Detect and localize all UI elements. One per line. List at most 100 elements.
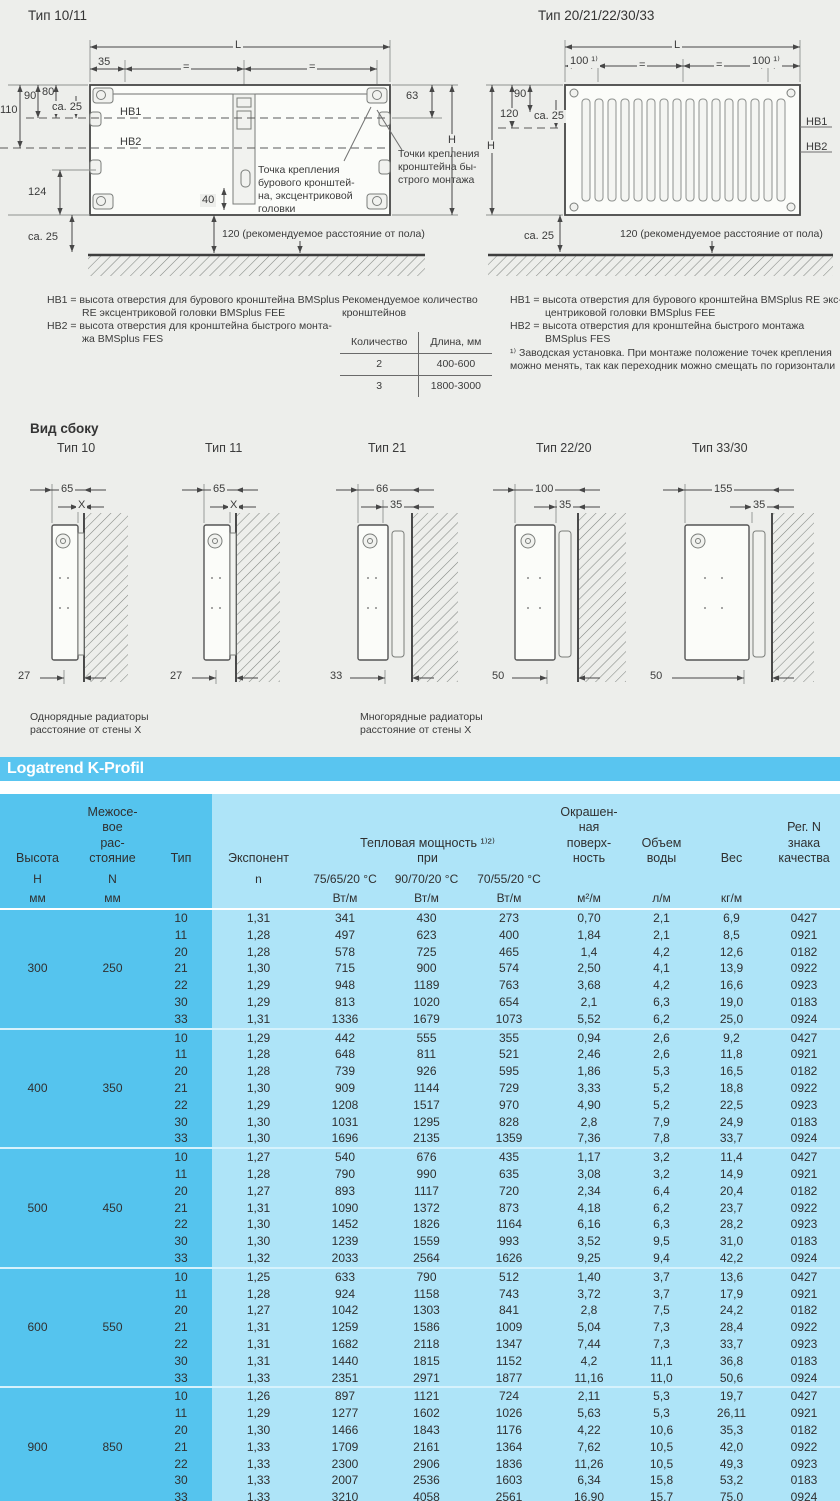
- value-cell: 1208: [305, 1096, 385, 1114]
- type-cell: 20: [150, 1063, 212, 1080]
- value-cell: 1239: [305, 1233, 385, 1250]
- value-cell: 7,3: [628, 1319, 695, 1336]
- dim-label-120-right: 120: [498, 108, 521, 121]
- value-cell: 521: [468, 1046, 550, 1064]
- value-cell: 948: [305, 977, 385, 994]
- value-cell: 4,18: [550, 1199, 628, 1217]
- value-cell: 0924: [768, 1369, 840, 1388]
- value-cell: 2,6: [628, 1027, 695, 1047]
- value-cell: 28,4: [695, 1319, 768, 1336]
- value-cell: 1586: [385, 1319, 468, 1336]
- spec-table: Высота Межосе- вое рас- стояние Тип Эксп…: [0, 794, 840, 1501]
- col-spacing: Межосе- вое рас- стояние: [75, 794, 150, 869]
- value-cell: 0922: [768, 1438, 840, 1456]
- type-cell: 21: [150, 960, 212, 978]
- value-cell: 0182: [768, 1063, 840, 1080]
- type-cell: 20: [150, 1421, 212, 1439]
- value-cell: 23,7: [695, 1199, 768, 1217]
- value-cell: 9,25: [550, 1249, 628, 1268]
- value-cell: 0921: [768, 1285, 840, 1303]
- value-cell: 5,2: [628, 1079, 695, 1097]
- type-cell: 33: [150, 1369, 212, 1388]
- value-cell: 2135: [385, 1130, 468, 1149]
- value-cell: 9,4: [628, 1249, 695, 1268]
- type-cell: 21: [150, 1199, 212, 1217]
- value-cell: 1,28: [212, 1046, 305, 1064]
- spacing-cell: 250: [75, 909, 150, 1029]
- unit-empty: [768, 889, 840, 910]
- type-cell: 11: [150, 1165, 212, 1183]
- table-row: 400 350 10 1,29 442 555 355 0,94 2,6 9,2 0427: [0, 1027, 840, 1149]
- value-cell: 1372: [385, 1199, 468, 1217]
- sym-exponent: n: [212, 869, 305, 889]
- type-cell: 11: [150, 1405, 212, 1422]
- value-cell: 841: [468, 1302, 550, 1320]
- value-cell: 654: [468, 993, 550, 1011]
- sv-gap-10: X: [76, 499, 88, 512]
- height-cell: 900: [0, 1386, 75, 1501]
- unit-w2: Вт/м: [385, 889, 468, 910]
- value-cell: 3210: [305, 1489, 385, 1501]
- value-cell: 2971: [385, 1369, 468, 1388]
- dim-label-124: 124: [28, 186, 47, 198]
- type-cell: 30: [150, 1472, 212, 1490]
- value-cell: 1,31: [212, 1335, 305, 1353]
- brackets-count-table: Количество Длина, мм 2 400-600 3 1800-30…: [340, 332, 493, 397]
- value-cell: 0924: [768, 1010, 840, 1029]
- table-row: 11 1,28 648 811 521 2,46 2,6 11,8 0921: [0, 1046, 840, 1064]
- type-cell: 10: [150, 909, 212, 927]
- value-cell: 22,5: [695, 1096, 768, 1114]
- value-cell: 9,2: [695, 1027, 768, 1047]
- value-cell: 0183: [768, 1233, 840, 1250]
- value-cell: 1,27: [212, 1302, 305, 1320]
- height-cell: 500: [0, 1147, 75, 1268]
- sv-bottom-10: 27: [18, 670, 31, 682]
- value-cell: 1164: [468, 1216, 550, 1234]
- value-cell: 1559: [385, 1233, 468, 1250]
- value-cell: 1,29: [212, 1027, 305, 1047]
- value-cell: 1,29: [212, 993, 305, 1011]
- value-cell: 1,29: [212, 1096, 305, 1114]
- value-cell: 574: [468, 960, 550, 978]
- value-cell: 2,8: [550, 1113, 628, 1131]
- value-cell: 1,26: [212, 1386, 305, 1406]
- brackets-cell: 2: [340, 353, 419, 376]
- table-row: 22 1,30 1452 1826 1164 6,16 6,3 28,2 0923: [0, 1216, 840, 1234]
- sym-temp-75: 75/65/20 °C: [305, 869, 385, 889]
- value-cell: 7,62: [550, 1438, 628, 1456]
- value-cell: 36,8: [695, 1352, 768, 1370]
- dim-label-L-right: L: [672, 39, 683, 52]
- table-row: 21 1,30 715 900 574 2,50 4,1 13,9 0922: [0, 960, 840, 978]
- value-cell: 0924: [768, 1130, 840, 1149]
- value-cell: 1,27: [212, 1182, 305, 1200]
- table-row: 30 1,33 2007 2536 1603 6,34 15,8 53,2 0183: [0, 1472, 840, 1490]
- value-cell: 763: [468, 977, 550, 994]
- type-cell: 30: [150, 993, 212, 1011]
- table-row: 21 1,31 1090 1372 873 4,18 6,2 23,7 0922: [0, 1199, 840, 1217]
- front-view-type20-33: [486, 40, 833, 276]
- value-cell: 4,1: [628, 960, 695, 978]
- value-cell: 11,4: [695, 1147, 768, 1166]
- brackets-col-length: Длина, мм: [418, 332, 493, 354]
- brackets-cell: 3: [376, 380, 383, 392]
- value-cell: 75,0: [695, 1489, 768, 1501]
- value-cell: 1,32: [212, 1249, 305, 1268]
- table-row: 33 1,32 2033 2564 1626 9,25 9,4 42,2 0924: [0, 1249, 840, 1268]
- value-cell: 17,9: [695, 1285, 768, 1303]
- value-cell: 811: [385, 1046, 468, 1064]
- spec-table-header: Высота Межосе- вое рас- стояние Тип Эксп…: [0, 794, 840, 910]
- value-cell: 5,2: [628, 1096, 695, 1114]
- table-row: 33 1,33 2351 2971 1877 11,16 11,0 50,6 0924: [0, 1369, 840, 1388]
- value-cell: 1,28: [212, 1285, 305, 1303]
- value-cell: 7,9: [628, 1113, 695, 1131]
- value-cell: 5,52: [550, 1010, 628, 1029]
- dim-label-80: 80: [42, 86, 55, 98]
- value-cell: 1,40: [550, 1266, 628, 1286]
- dim-label-eq1-right: =: [637, 59, 648, 72]
- side-view-type21: [336, 484, 458, 684]
- sv-depth-11: 65: [211, 483, 228, 496]
- dim-label-eq2-right: =: [714, 59, 725, 72]
- value-cell: 15,7: [628, 1489, 695, 1501]
- value-cell: 1,30: [212, 1113, 305, 1131]
- table-row: 20 1,27 893 1117 720 2,34 6,4 20,4 0182: [0, 1182, 840, 1200]
